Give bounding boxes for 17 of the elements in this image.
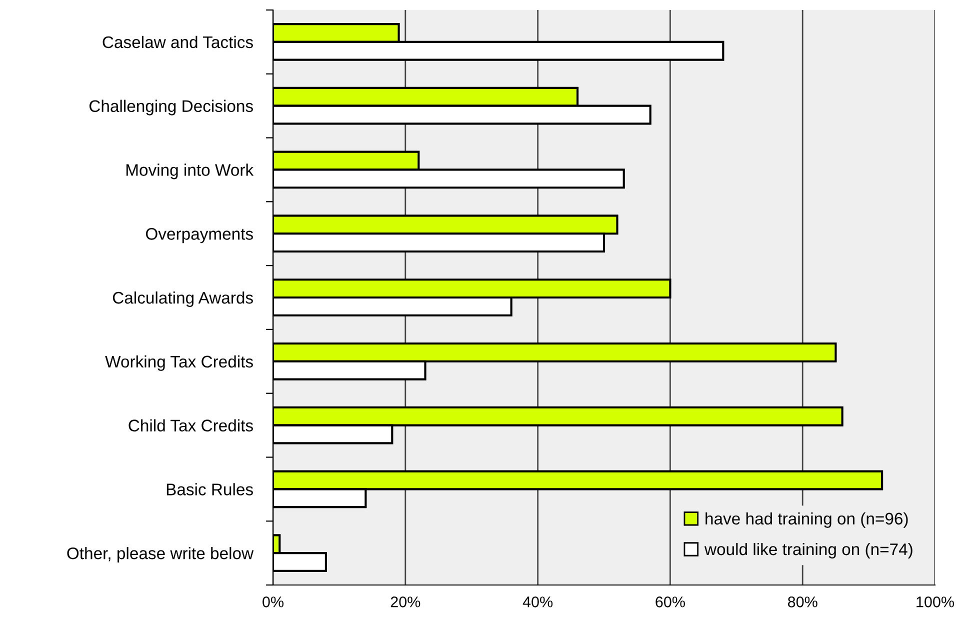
x-tick-label: 80%: [788, 596, 818, 608]
y-tick-label: Basic Rules: [166, 483, 253, 496]
legend-label: have had training on (n=96): [706, 512, 908, 528]
y-tick-label: Moving into Work: [126, 164, 254, 180]
x-tick-label: 100%: [916, 596, 954, 608]
x-tick-label: 0%: [262, 596, 284, 608]
y-tick-label: Child Tax Credits: [128, 419, 253, 432]
x-tick-label: 20%: [390, 596, 420, 608]
y-tick-label: Challenging Decisions: [90, 100, 253, 116]
legend-label: would like training on (n=74): [704, 542, 912, 558]
y-tick-label: Working Tax Credits: [105, 355, 253, 371]
y-tick-label: Overpayments: [146, 228, 253, 244]
x-tick-label: 60%: [656, 596, 685, 608]
y-tick-label: Calculating Awards: [112, 291, 253, 307]
x-tick-label: 40%: [522, 596, 553, 608]
y-tick-label: Other, please write below: [67, 547, 254, 563]
y-tick-label: Caselaw and Tactics: [102, 36, 253, 48]
